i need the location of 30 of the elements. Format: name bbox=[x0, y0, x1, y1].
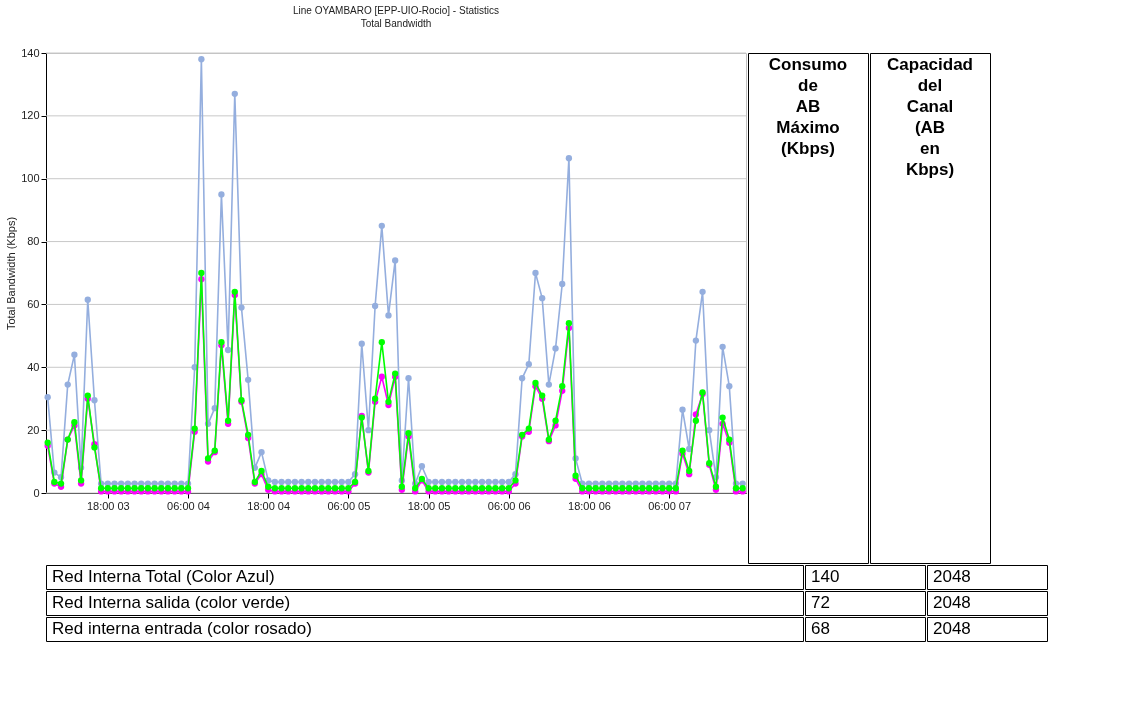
chart-subtitle: Total Bandwidth bbox=[360, 18, 432, 29]
text: Capacidad del Canal (AB en Kbps) bbox=[887, 55, 973, 179]
x-tick-label: 06:00 05 bbox=[327, 499, 371, 512]
x-tick-label: 06:00 06 bbox=[487, 499, 531, 512]
y-tick-label: 20 bbox=[27, 423, 40, 436]
text: 2048 bbox=[933, 593, 971, 612]
y-tick-label: 60 bbox=[27, 297, 40, 310]
y-axis-title: Total Bandwidth (Kbps) bbox=[5, 216, 18, 331]
text: 2048 bbox=[933, 567, 971, 586]
text: Consumo de AB Máximo (Kbps) bbox=[768, 55, 848, 158]
y-tick-label: 100 bbox=[21, 172, 40, 185]
x-tick-label: 06:00 04 bbox=[167, 499, 210, 512]
y-tick-label: 40 bbox=[27, 360, 40, 373]
x-tick-label: 18:00 05 bbox=[407, 499, 451, 512]
y-tick-label: 120 bbox=[21, 109, 40, 122]
text: 140 bbox=[811, 567, 840, 586]
text: 68 bbox=[811, 619, 830, 638]
chart-title: Line OYAMBARO [EPP-UIO-Rocio] - Statistics bbox=[293, 5, 499, 16]
x-tick-label: 18:00 03 bbox=[86, 499, 130, 512]
text: 2048 bbox=[933, 619, 971, 638]
y-tick-label: 140 bbox=[21, 46, 40, 59]
x-tick-label: 18:00 06 bbox=[568, 499, 611, 512]
text: Red Interna salida (color verde) bbox=[52, 593, 291, 612]
x-tick-label: 06:00 07 bbox=[648, 499, 692, 512]
text: 72 bbox=[811, 593, 830, 612]
text: Red Interna Total (Color Azul) bbox=[52, 567, 275, 586]
y-tick-label: 0 bbox=[33, 486, 40, 499]
x-tick-label: 18:00 04 bbox=[247, 499, 291, 512]
text: Red interna entrada (color rosado) bbox=[52, 619, 312, 638]
y-tick-label: 80 bbox=[27, 235, 40, 248]
